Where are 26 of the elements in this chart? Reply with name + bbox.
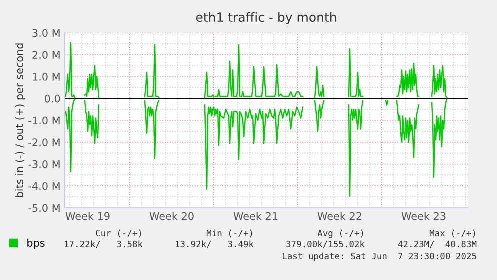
text: 42.23M/ 40.83M	[398, 240, 477, 248]
y-tick-label: -4.0 M	[28, 182, 60, 190]
y-tick-label: 0.0	[44, 94, 60, 103]
y-tick-label: -3.0 M	[28, 160, 60, 168]
chart-title: eth1 traffic - by month	[196, 12, 336, 24]
y-tick-label: -2.0 M	[28, 138, 60, 146]
text: 17.22k/ 3.58k	[65, 240, 143, 248]
text: Last update: Sat Jun 7 23:30:00 2025	[283, 252, 476, 262]
x-tick-label: Week 19	[66, 212, 110, 220]
x-tick-label: Week 22	[318, 212, 362, 220]
y-tick-label: 3.0 M	[32, 29, 60, 38]
text: 379.00k/155.02k	[286, 240, 365, 248]
x-tick-label: Week 20	[150, 212, 194, 220]
text: Min (-/+)	[206, 230, 252, 238]
y-tick-label: 2.0 M	[32, 51, 60, 59]
text: Cur (-/+)	[96, 230, 142, 238]
text: 13.92k/ 3.49k	[176, 240, 254, 248]
y-axis-title: bits in (-) / out (+) per second	[15, 44, 26, 198]
x-tick-label: Week 23	[402, 212, 446, 220]
y-tick-label: -5.0 M	[28, 204, 60, 212]
y-tick-label: 1.0 M	[33, 72, 60, 81]
text: Avg (-/+)	[318, 230, 364, 238]
x-tick-label: Week 21	[234, 212, 278, 220]
y-tick-label: -1.0 M	[28, 116, 60, 125]
text: Max (-/+)	[430, 230, 476, 238]
legend-label: bps	[28, 238, 45, 249]
